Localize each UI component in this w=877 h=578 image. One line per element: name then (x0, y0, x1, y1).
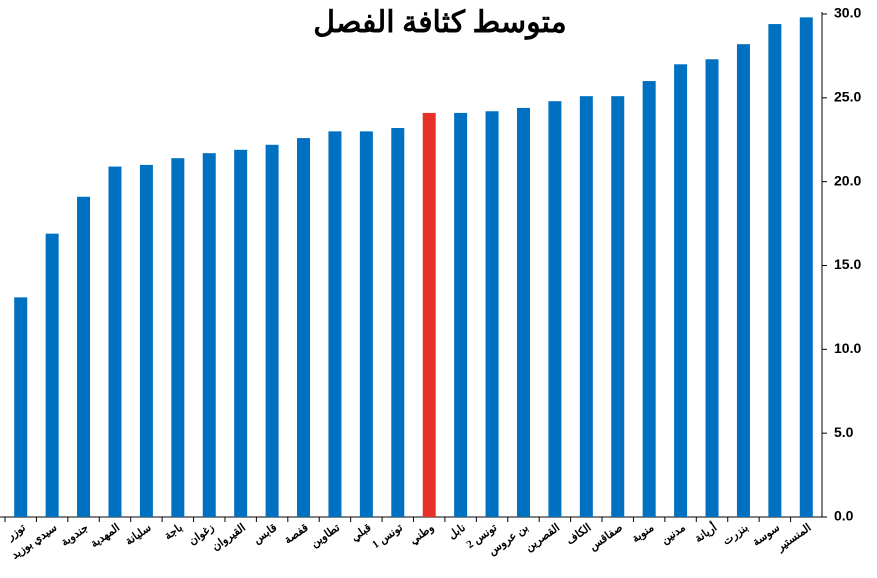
y-tick-label: 10.0 (834, 340, 861, 356)
bar (548, 101, 562, 517)
bar (422, 112, 436, 517)
x-tick-label: قفصة (282, 522, 310, 547)
y-tick-label: 25.0 (834, 89, 861, 105)
bar (77, 196, 91, 518)
y-tick-label: 0.0 (834, 508, 854, 524)
x-tick-label: القيروان (210, 522, 248, 554)
y-tick-label: 15.0 (834, 256, 861, 272)
bar (359, 131, 373, 517)
bar (579, 96, 593, 517)
bar (391, 128, 405, 517)
bar (202, 153, 216, 517)
bar (516, 107, 530, 517)
x-tick-label: بنزرت (721, 522, 751, 548)
x-tick-label: جندوبة (59, 522, 91, 549)
bar (234, 149, 248, 517)
bar (454, 112, 468, 517)
x-tick-label: تونس 1 (370, 522, 405, 551)
x-tick-label: منوبة (630, 522, 657, 546)
x-tick-label: تطاوين (309, 522, 342, 550)
bar (297, 138, 311, 517)
x-tick-label: المهدية (89, 522, 123, 551)
x-tick-label: نابل (446, 522, 467, 542)
bar (799, 17, 813, 517)
x-tick-label: باجة (162, 522, 185, 543)
bar (265, 144, 279, 517)
x-tick-label: توزر (4, 522, 28, 544)
x-tick-label: وطني (408, 522, 437, 548)
bar (674, 64, 688, 518)
x-tick-label: مدنين (659, 522, 688, 547)
bar (171, 158, 185, 517)
chart-title: متوسط كثافة الفصل (313, 6, 567, 40)
y-tick-label: 5.0 (834, 424, 854, 440)
y-tick-label: 20.0 (834, 172, 861, 188)
bar (768, 24, 782, 518)
bar (485, 111, 499, 517)
x-tick-label: سليانة (123, 522, 153, 548)
bar (705, 59, 719, 518)
bar (14, 297, 28, 517)
bar (642, 81, 656, 518)
x-tick-label: قابس (251, 522, 279, 547)
x-tick-label: أريانة (692, 520, 719, 545)
x-tick-label: صفاقس (587, 522, 625, 553)
bar (328, 131, 342, 517)
bar (736, 44, 750, 518)
bar (45, 233, 59, 518)
bar (108, 166, 122, 517)
x-tick-label: المنستير (774, 522, 813, 555)
y-tick-label: 30.0 (834, 5, 861, 21)
bar (139, 164, 153, 517)
x-tick-label: القصرين (523, 522, 562, 554)
bar (611, 96, 625, 517)
